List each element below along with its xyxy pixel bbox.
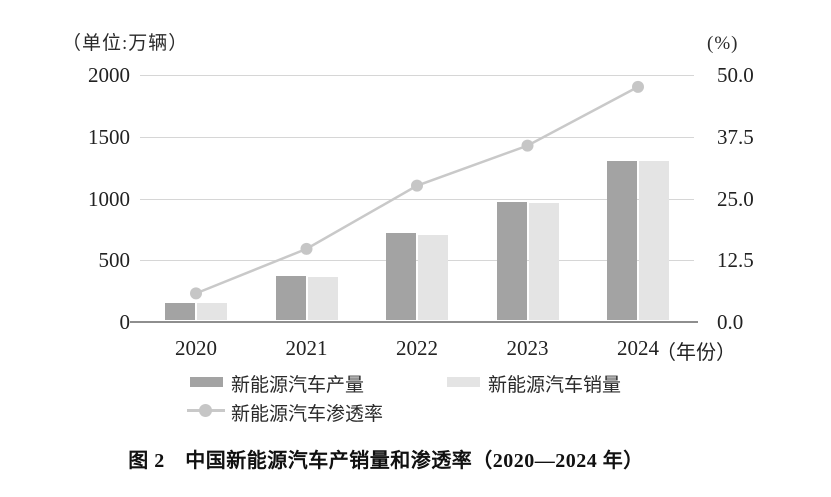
legend-swatch-production: [190, 377, 223, 387]
x-axis-tick-2024: 2024: [617, 336, 659, 360]
sales-bar-2023: [528, 202, 559, 320]
legend-label-sales: 新能源汽车销量: [488, 375, 622, 396]
penetration-line-series: [190, 80, 644, 300]
x-axis-unit-label: （年份）: [656, 342, 736, 364]
production-bar-2024: [607, 160, 637, 320]
gridline: [140, 198, 694, 200]
penetration-marker-2020: [190, 287, 202, 300]
penetration-marker-2023: [521, 139, 534, 152]
right-axis-tick: 0.0: [717, 310, 744, 334]
x-axis-tick-2021: 2021: [285, 336, 328, 360]
right-axis-tick: 50.0: [717, 63, 754, 87]
right-axis-unit-label: (%): [707, 33, 739, 54]
gridline: [140, 136, 694, 138]
gridline: [140, 75, 694, 76]
sales-bar-2024: [639, 161, 669, 320]
legend-swatch-sales: [447, 377, 480, 387]
penetration-marker-2022: [411, 179, 423, 192]
right-axis-tick: 37.5: [717, 124, 754, 149]
penetration-marker-2021: [300, 242, 313, 255]
production-bar-2022: [386, 232, 416, 320]
legend-label-penetration: 新能源汽车渗透率: [231, 404, 384, 425]
production-bar-2023: [496, 201, 527, 320]
left-axis-tick: 1000: [88, 186, 130, 211]
plot-area: [130, 75, 698, 323]
legend-marker-penetration-icon: [199, 404, 212, 417]
penetration-marker-2024: [632, 80, 644, 93]
left-axis-tick: 1500: [88, 124, 130, 149]
left-axis-tick: 0: [119, 310, 131, 334]
left-axis-unit-label: （单位:万辆）: [62, 33, 189, 54]
x-axis-line: [130, 321, 698, 323]
left-axis-tick: 2000: [88, 63, 130, 87]
legend-label-production: 新能源汽车产量: [231, 375, 365, 396]
production-bar-2020: [165, 303, 195, 320]
x-axis-tick-2022: 2022: [396, 336, 438, 360]
figure-caption: 图 2 中国新能源汽车产销量和渗透率（2020—2024 年）: [128, 450, 644, 472]
right-axis-tick: 25.0: [717, 186, 754, 211]
x-axis-tick-2023: 2023: [506, 336, 549, 360]
sales-bar-2020: [197, 303, 227, 320]
right-axis-tick: 12.5: [717, 248, 754, 273]
x-axis-tick-2020: 2020: [175, 336, 217, 360]
gridline: [140, 260, 694, 262]
sales-bar-2022: [418, 234, 448, 320]
left-axis-tick: 500: [98, 248, 131, 273]
sales-bar-2021: [307, 276, 338, 320]
production-bar-2021: [275, 276, 306, 320]
